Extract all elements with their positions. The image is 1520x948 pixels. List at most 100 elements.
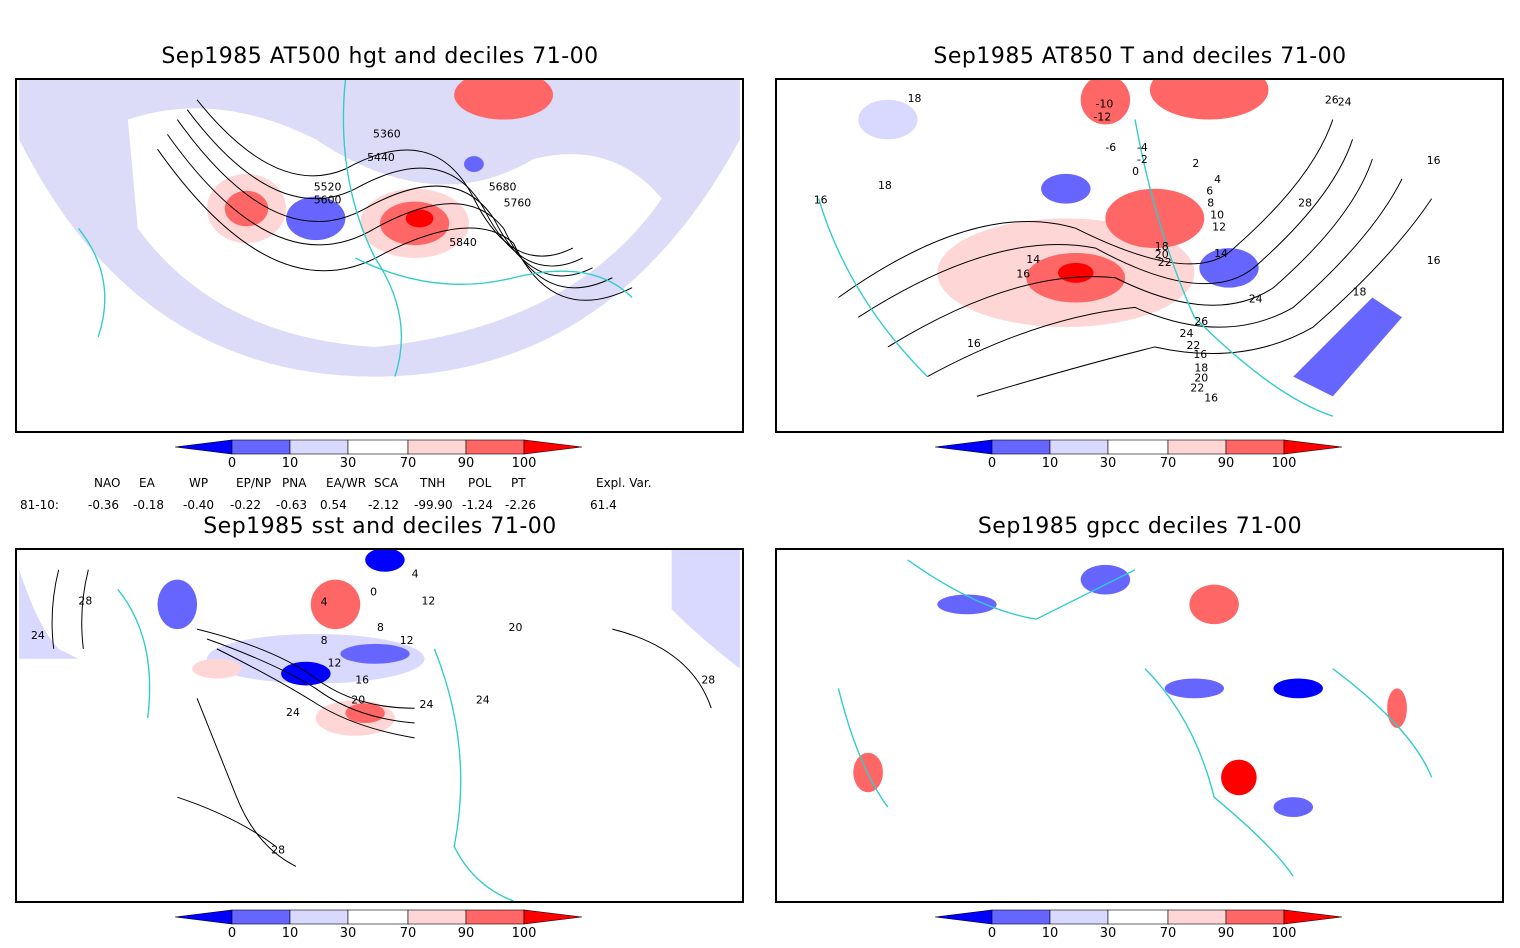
colorbar-tick-label: 100 — [511, 926, 537, 941]
cold-anomaly — [858, 99, 918, 140]
contour-label: 16 — [1427, 254, 1441, 267]
colorbar-tick-label: 0 — [227, 926, 237, 941]
colorbar-tick-label: 30 — [1099, 926, 1117, 941]
cold-anomaly — [1199, 248, 1259, 288]
colorbar-segment — [407, 439, 467, 455]
panel-title-500hgt: Sep1985 AT500 hgt and deciles 71-00 — [161, 44, 599, 69]
contour-label-group: 18 16 18 14 16 18 20 22 24 26 28 24 22 2… — [814, 92, 1441, 405]
colorbar-segment — [523, 439, 583, 455]
colorbar-tick-label: 90 — [457, 456, 475, 471]
colorbar-svg — [174, 909, 583, 925]
colorbar-tick-label: 30 — [339, 926, 357, 941]
contour-label: 20 — [1155, 248, 1169, 261]
contour-label: 2 — [1192, 157, 1199, 170]
colorbar-svg — [174, 439, 583, 455]
contour-label: 16 — [1016, 268, 1030, 281]
map-500hgt: 5360 5440 5520 5600 5680 5760 5840 — [19, 80, 740, 377]
colorbar-tick-label: 90 — [457, 926, 475, 941]
index-header: TNH — [420, 476, 446, 490]
index-header: EA — [139, 476, 155, 490]
contour-label: -6 — [1105, 141, 1116, 154]
panel-title-850t: Sep1985 AT850 T and deciles 71-00 — [933, 44, 1347, 69]
contour-label: 18 — [1194, 362, 1208, 375]
colorbar-svg — [934, 439, 1343, 455]
contour-label: 4 — [321, 595, 328, 608]
contour-label: 22 — [1186, 339, 1200, 352]
map-850t: 18 16 18 14 16 18 20 22 24 26 28 24 22 2… — [779, 80, 1500, 417]
contour-label: 8 — [1207, 197, 1214, 210]
contour-label: 0 — [1132, 165, 1139, 178]
index-value: -2.12 — [368, 498, 400, 512]
contour-label: 16 — [1204, 391, 1218, 404]
colorbar-segment — [1283, 909, 1343, 925]
colorbar-tick-label: 70 — [1159, 926, 1177, 941]
contour-label: 24 — [420, 698, 434, 711]
index-header: POL — [468, 476, 492, 490]
contour-label: 22 — [1158, 256, 1172, 269]
coastlines — [117, 589, 514, 901]
cold-anomaly — [157, 579, 198, 630]
wet-dry-anomaly — [1164, 678, 1225, 699]
contour-label: 28 — [78, 594, 92, 607]
contour-label: 24 — [286, 706, 300, 719]
index-header: PNA — [282, 476, 307, 490]
sst-contours — [51, 569, 712, 867]
index-value: 61.4 — [590, 498, 617, 512]
contour-label: 28 — [701, 673, 715, 686]
index-header: NAO — [94, 476, 121, 490]
contour-label: -10 — [1096, 98, 1114, 111]
map-gpcc — [837, 559, 1433, 877]
coastlines — [817, 119, 1334, 417]
contour-label: 26 — [1194, 315, 1208, 328]
contour-label: 4 — [412, 568, 419, 581]
contour-label: 16 — [967, 337, 981, 350]
colorbar-tick-label: 30 — [1099, 456, 1117, 471]
coastlines — [77, 80, 633, 377]
map-panel-850t: 18 16 18 14 16 18 20 22 24 26 28 24 22 2… — [775, 78, 1504, 433]
contour-label: 16 — [1427, 154, 1441, 167]
colorbar-segment — [289, 909, 349, 925]
index-header: PT — [511, 476, 526, 490]
index-value: -0.18 — [133, 498, 165, 512]
colorbar-segment — [1107, 909, 1169, 925]
warm-anomaly — [405, 209, 434, 228]
colorbar-segment — [465, 439, 525, 455]
colorbar-tick-label: 70 — [1159, 456, 1177, 471]
contour-label: 12 — [422, 594, 436, 607]
colorbar-segment — [1167, 439, 1227, 455]
colorbar-segment — [523, 909, 583, 925]
colorbar-tick-label: 0 — [987, 456, 997, 471]
contour-label: 5360 — [373, 127, 401, 140]
temperature-contours — [838, 119, 1433, 397]
contour-label: 12 — [1212, 220, 1226, 233]
panel-title-gpcc: Sep1985 gpcc deciles 71-00 — [977, 514, 1303, 539]
colorbar-tick-label: 90 — [1217, 456, 1235, 471]
contour-label-group: 5360 5440 5520 5600 5680 5760 5840 — [314, 127, 532, 249]
colorbar-tick-label: 100 — [1271, 456, 1297, 471]
warm-anomaly — [310, 579, 361, 630]
contour-label: 12 — [328, 657, 342, 670]
contour-label: 28 — [271, 844, 285, 857]
colorbar-tick-label: 10 — [281, 926, 299, 941]
contour-label: 22 — [1190, 381, 1204, 394]
map-panel-sst: 28 24 0 4 8 12 16 20 24 24 24 28 20 28 4… — [15, 548, 744, 903]
colorbar-segment — [347, 439, 409, 455]
colorbar-tick-label: 70 — [399, 926, 417, 941]
warm-anomaly — [1080, 80, 1131, 125]
contour-label: 24 — [476, 693, 490, 706]
index-header: WP — [189, 476, 209, 490]
colorbar-segment — [1167, 909, 1227, 925]
contour-label: 10 — [1210, 208, 1224, 221]
contour-label: 18 — [1353, 286, 1367, 299]
wet-dry-anomaly — [1080, 564, 1131, 595]
colorbar-tick-label: 90 — [1217, 926, 1235, 941]
map-sst: 28 24 0 4 8 12 16 20 24 24 24 28 20 28 4… — [19, 550, 740, 901]
wet-dry-anomaly — [1273, 678, 1323, 699]
colorbar-500hgt: 0 10 30 70 90 100 — [170, 438, 590, 478]
contour-label: 0 — [370, 585, 377, 598]
contour-label: -4 — [1137, 141, 1148, 154]
warm-anomaly — [192, 658, 242, 679]
contour-label: 5600 — [314, 194, 342, 207]
cold-anomaly — [281, 661, 331, 686]
colorbar-segment — [991, 909, 1051, 925]
